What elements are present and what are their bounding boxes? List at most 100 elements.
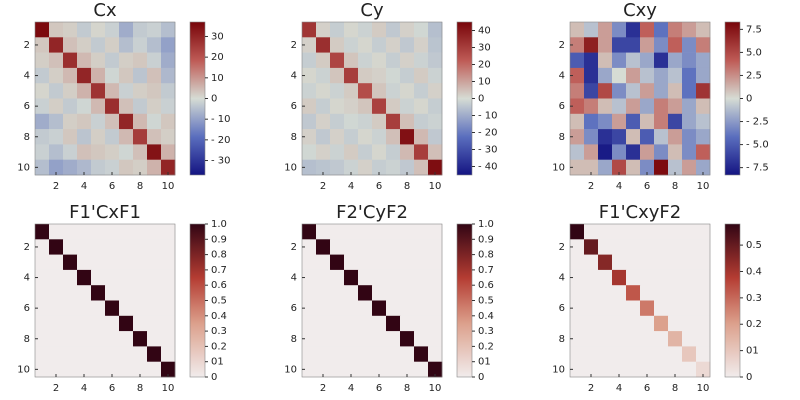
heatmap-cell xyxy=(640,52,655,69)
heatmap-cell xyxy=(696,300,711,317)
heatmap-cell xyxy=(386,113,401,130)
heatmap-cell xyxy=(119,37,134,53)
heatmap-cell xyxy=(400,52,415,69)
heatmap-cell xyxy=(358,285,373,301)
heatmap-cell xyxy=(570,285,585,301)
heatmap-cell xyxy=(612,52,627,69)
heatmap-cell xyxy=(668,315,683,332)
heatmap-cell xyxy=(133,37,148,53)
heatmap-cell xyxy=(119,239,134,255)
heatmap-cell xyxy=(119,254,134,271)
heatmap-cell xyxy=(161,159,176,176)
heatmap-cell xyxy=(344,331,359,347)
x-tick-label: 8 xyxy=(404,383,410,394)
heatmap-cell xyxy=(358,331,373,347)
heatmap-cell xyxy=(302,144,317,160)
plot-frame xyxy=(301,223,443,378)
colorbar-tick-label: - 20 xyxy=(478,128,498,139)
heatmap-cell xyxy=(35,83,50,99)
heatmap-cell xyxy=(428,300,443,317)
heatmap-cell xyxy=(414,361,429,378)
heatmap-cell xyxy=(668,254,683,271)
heatmap-cell xyxy=(584,239,599,255)
heatmap-cell xyxy=(330,37,345,53)
heatmap-cell xyxy=(63,144,78,160)
heatmap-cell xyxy=(428,239,443,255)
heatmap-cell xyxy=(91,144,106,160)
y-tick-label: 8 xyxy=(24,334,30,345)
heatmap-cell xyxy=(302,224,317,240)
heatmap-cell xyxy=(584,113,599,130)
x-tick-label: 6 xyxy=(109,181,115,192)
heatmap-cell xyxy=(428,269,443,286)
heatmap-cell xyxy=(63,346,78,362)
heatmap-cell xyxy=(77,346,92,362)
heatmap-cell xyxy=(316,83,331,99)
heatmap-cell xyxy=(414,285,429,301)
heatmap-cell xyxy=(302,239,317,255)
heatmap-cell xyxy=(133,331,148,347)
heatmap-cell xyxy=(372,37,387,53)
heatmap-cell xyxy=(654,300,669,317)
heatmap-cell xyxy=(77,269,92,286)
heatmap-cell xyxy=(316,239,331,255)
heatmap-cell xyxy=(612,144,627,160)
heatmap-cell xyxy=(161,269,176,286)
heatmap-cell xyxy=(147,144,162,160)
colorbar-tick-label: 0.5 xyxy=(478,296,494,307)
heatmap-cell xyxy=(344,224,359,240)
heatmap-cell xyxy=(119,224,134,240)
heatmap-cell xyxy=(612,331,627,347)
heatmap-cell xyxy=(91,361,106,378)
x-tick-label: 4 xyxy=(616,383,622,394)
heatmap-cell xyxy=(63,37,78,53)
heatmap-cell xyxy=(682,239,697,255)
heatmap-cell xyxy=(63,239,78,255)
heatmap-cell xyxy=(696,269,711,286)
heatmap-cell xyxy=(63,83,78,99)
heatmap-cell xyxy=(372,331,387,347)
heatmap-cell xyxy=(640,113,655,130)
heatmap-cell xyxy=(91,300,106,317)
heatmap-cell xyxy=(682,159,697,176)
heatmap-cell xyxy=(584,159,599,176)
heatmap-cell xyxy=(344,67,359,84)
heatmap-cell xyxy=(316,98,331,115)
heatmap-cell xyxy=(654,52,669,69)
heatmap-cell xyxy=(161,224,176,240)
heatmap-cell xyxy=(49,67,64,84)
heatmap-cell xyxy=(330,113,345,130)
colorbar-tick-label: 0.7 xyxy=(478,265,494,276)
heatmap-cell xyxy=(161,285,176,301)
heatmap-cell xyxy=(49,239,64,255)
heatmap-cell xyxy=(640,346,655,362)
heatmap-cell xyxy=(682,52,697,69)
heatmap-cell xyxy=(91,98,106,115)
heatmap-cell xyxy=(358,269,373,286)
heatmap-cell xyxy=(49,346,64,362)
heatmap-cell xyxy=(330,144,345,160)
heatmap-cell xyxy=(316,159,331,176)
heatmap-cell xyxy=(344,22,359,38)
heatmap-cell xyxy=(147,113,162,130)
heatmap-cell xyxy=(63,22,78,38)
heatmap-cell xyxy=(35,254,50,271)
x-tick-label: 10 xyxy=(429,383,442,394)
colorbar-tick-label: 01 xyxy=(478,357,491,368)
heatmap-cell xyxy=(584,269,599,286)
heatmap-cell xyxy=(584,144,599,160)
heatmap-cell xyxy=(414,254,429,271)
heatmap-cell xyxy=(626,300,641,317)
heatmap-cell xyxy=(49,98,64,115)
heatmap-cell xyxy=(358,315,373,332)
heatmap-cell xyxy=(400,269,415,286)
heatmap-cell xyxy=(133,269,148,286)
heatmap-cell xyxy=(147,52,162,69)
heatmap-cell xyxy=(400,159,415,176)
heatmap-cell xyxy=(682,300,697,317)
heatmap-cell xyxy=(570,83,585,99)
colorbar-tick-label: 0 xyxy=(746,94,752,105)
x-tick-label: 6 xyxy=(109,383,115,394)
heatmap-cell xyxy=(386,98,401,115)
heatmap-cell xyxy=(105,224,120,240)
